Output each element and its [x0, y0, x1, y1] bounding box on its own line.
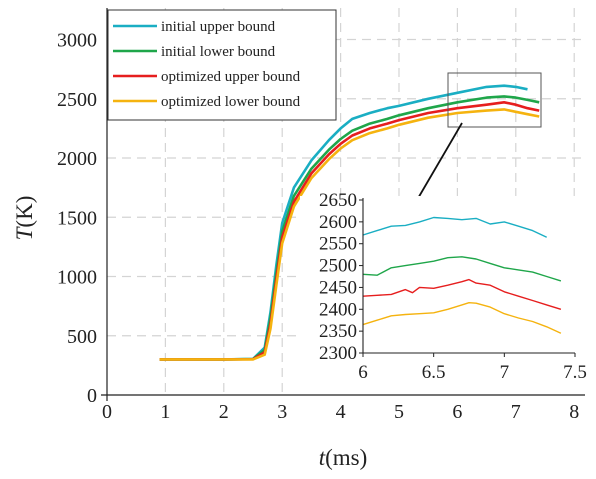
inset-series-line-initial-upper-bound — [362, 216, 547, 238]
legend-label: initial upper bound — [161, 19, 276, 35]
x-axis-var: t — [319, 445, 326, 470]
y-tick-label: 3000 — [57, 30, 97, 52]
y-tick-label: 1000 — [57, 267, 97, 289]
y-axis-var: T — [12, 225, 37, 240]
x-axis-unit: (ms) — [325, 445, 367, 470]
inset-x-tick-label: 7.5 — [563, 362, 587, 383]
y-axis-title: T(K) — [12, 196, 37, 241]
inset-x-tick-label: 6 — [358, 362, 368, 383]
inset-y-tick-label: 2450 — [319, 277, 357, 298]
x-axis-title: t(ms) — [319, 445, 368, 470]
inset-y-tick-label: 2650 — [319, 190, 357, 211]
x-tick-label: 2 — [219, 401, 229, 423]
inset-series-line-optimized-lower-bound — [362, 302, 562, 334]
x-tick-label: 6 — [452, 401, 462, 423]
inset-background — [300, 196, 590, 392]
y-tick-label: 1500 — [57, 207, 97, 229]
legend-label: initial lower bound — [161, 44, 276, 60]
x-tick-label: 7 — [511, 401, 521, 423]
main-axes — [101, 8, 585, 401]
legend-label: optimized upper bound — [161, 69, 301, 85]
y-tick-label: 0 — [87, 385, 97, 407]
inset-series-line-initial-lower-bound — [362, 256, 562, 282]
zoom-region-box — [447, 72, 542, 128]
x-tick-label: 3 — [277, 401, 287, 423]
inset-series-line-optimized-upper-bound — [362, 278, 562, 310]
x-tick-label: 1 — [160, 401, 170, 423]
inset-series-group — [362, 216, 562, 334]
inset-y-tick-label: 2350 — [319, 321, 357, 342]
x-tick-label: 8 — [569, 401, 579, 423]
inset-x-tick-label: 6.5 — [422, 362, 446, 383]
y-tick-label: 2000 — [57, 148, 97, 170]
inset-y-tick-label: 2600 — [319, 212, 357, 233]
main-series-group — [159, 84, 540, 361]
legend: initial upper bound initial lower bound op… — [107, 9, 337, 121]
x-tick-label: 5 — [394, 401, 404, 423]
inset-y-tick-label: 2300 — [319, 343, 357, 364]
inset-axes — [362, 198, 575, 354]
inset-y-tick-label: 2550 — [319, 234, 357, 255]
main-tick-labels: 0 1 2 3 4 5 6 7 8 0 500 1000 1500 2000 2500 3000 — [57, 30, 579, 424]
y-axis-unit: (K) — [12, 196, 37, 228]
inset-y-tick-label: 2500 — [319, 256, 357, 277]
inset-x-tick-label: 7 — [500, 362, 510, 383]
inset-y-tick-label: 2400 — [319, 299, 357, 320]
y-tick-label: 2500 — [57, 89, 97, 111]
legend-label: optimized lower bound — [161, 94, 301, 110]
series-line-optimized-lower-bound — [159, 108, 540, 361]
y-tick-label: 500 — [67, 326, 97, 348]
x-tick-label: 0 — [102, 401, 112, 423]
x-tick-label: 4 — [336, 401, 346, 423]
